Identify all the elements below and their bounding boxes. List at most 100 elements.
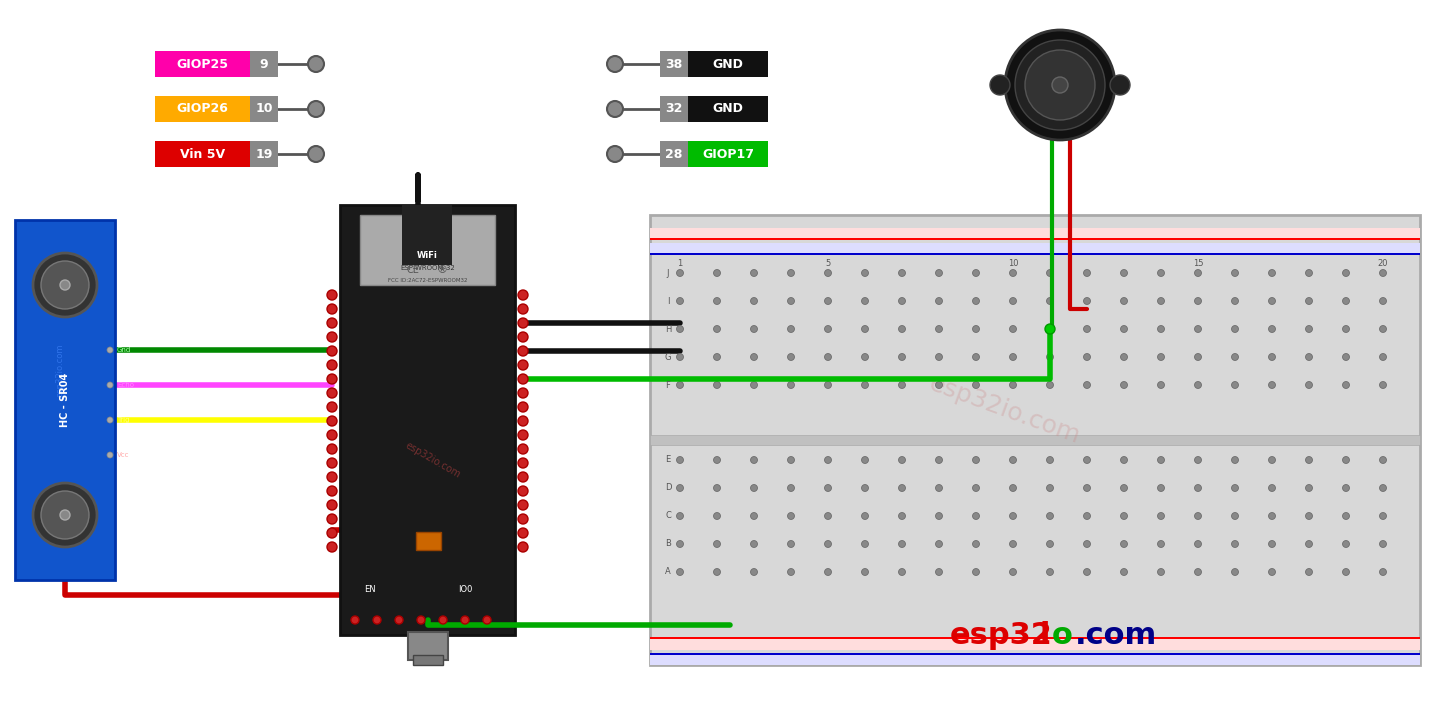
Circle shape xyxy=(972,568,980,575)
Circle shape xyxy=(1231,484,1238,491)
Circle shape xyxy=(1343,568,1350,575)
Circle shape xyxy=(1194,457,1201,464)
Circle shape xyxy=(1157,568,1164,575)
Circle shape xyxy=(1047,381,1054,388)
Circle shape xyxy=(788,270,795,277)
Circle shape xyxy=(861,354,868,361)
Circle shape xyxy=(751,297,758,304)
Text: IO0: IO0 xyxy=(458,585,472,594)
Circle shape xyxy=(1231,297,1238,304)
Circle shape xyxy=(898,270,905,277)
Circle shape xyxy=(1343,354,1350,361)
Text: GIOP25: GIOP25 xyxy=(176,57,229,71)
Circle shape xyxy=(41,261,89,309)
Circle shape xyxy=(825,457,831,464)
Text: FCC ID:2AC72-ESPWROOM32: FCC ID:2AC72-ESPWROOM32 xyxy=(388,277,468,282)
Circle shape xyxy=(327,514,337,524)
Circle shape xyxy=(1194,270,1201,277)
Bar xyxy=(340,205,515,635)
Text: .com: .com xyxy=(1075,621,1157,650)
Circle shape xyxy=(751,541,758,547)
Text: 10: 10 xyxy=(1008,258,1018,268)
Circle shape xyxy=(1010,568,1017,575)
Circle shape xyxy=(935,381,942,388)
Circle shape xyxy=(518,290,528,300)
Circle shape xyxy=(714,513,721,520)
Circle shape xyxy=(972,484,980,491)
Bar xyxy=(651,435,1420,445)
Circle shape xyxy=(439,616,448,624)
Circle shape xyxy=(1194,354,1201,361)
Bar xyxy=(688,51,768,77)
Circle shape xyxy=(1047,484,1054,491)
Circle shape xyxy=(898,354,905,361)
Circle shape xyxy=(825,541,831,547)
Circle shape xyxy=(935,513,942,520)
Bar xyxy=(360,215,495,285)
Text: E: E xyxy=(665,455,671,465)
Text: esp32io.com: esp32io.com xyxy=(56,343,64,397)
Circle shape xyxy=(1010,325,1017,333)
Circle shape xyxy=(935,270,942,277)
Circle shape xyxy=(1121,381,1127,388)
Circle shape xyxy=(972,325,980,333)
Text: J: J xyxy=(666,268,669,277)
Circle shape xyxy=(1157,513,1164,520)
Circle shape xyxy=(861,457,868,464)
Circle shape xyxy=(1047,541,1054,547)
Circle shape xyxy=(1268,513,1276,520)
Circle shape xyxy=(714,297,721,304)
Circle shape xyxy=(1306,354,1313,361)
Circle shape xyxy=(714,354,721,361)
Text: Trig: Trig xyxy=(117,417,130,423)
Circle shape xyxy=(1231,354,1238,361)
Text: CE: CE xyxy=(406,265,419,275)
Circle shape xyxy=(1084,381,1091,388)
Circle shape xyxy=(327,374,337,384)
Circle shape xyxy=(1015,40,1105,130)
Circle shape xyxy=(60,510,70,520)
Bar xyxy=(250,51,277,77)
Circle shape xyxy=(1157,541,1164,547)
Circle shape xyxy=(990,75,1010,95)
Circle shape xyxy=(1157,354,1164,361)
Text: GND: GND xyxy=(712,57,744,71)
Circle shape xyxy=(107,382,113,388)
Circle shape xyxy=(1084,568,1091,575)
Circle shape xyxy=(1306,270,1313,277)
Circle shape xyxy=(935,484,942,491)
Circle shape xyxy=(714,381,721,388)
Circle shape xyxy=(751,325,758,333)
Bar xyxy=(651,253,1420,255)
Circle shape xyxy=(518,332,528,342)
Circle shape xyxy=(327,500,337,510)
Circle shape xyxy=(1306,381,1313,388)
Circle shape xyxy=(972,457,980,464)
Circle shape xyxy=(606,146,623,162)
Circle shape xyxy=(395,616,403,624)
Circle shape xyxy=(972,381,980,388)
Circle shape xyxy=(676,270,684,277)
Text: 38: 38 xyxy=(665,57,682,71)
Circle shape xyxy=(1343,484,1350,491)
Circle shape xyxy=(825,325,831,333)
Circle shape xyxy=(518,458,528,468)
Circle shape xyxy=(751,354,758,361)
Circle shape xyxy=(518,528,528,538)
Circle shape xyxy=(33,253,97,317)
Circle shape xyxy=(327,444,337,454)
Circle shape xyxy=(676,457,684,464)
Circle shape xyxy=(788,381,795,388)
Text: 10: 10 xyxy=(255,102,273,116)
Bar xyxy=(154,96,250,122)
Text: A: A xyxy=(665,568,671,577)
Circle shape xyxy=(327,290,337,300)
Circle shape xyxy=(518,430,528,440)
Circle shape xyxy=(1121,270,1127,277)
Circle shape xyxy=(1231,270,1238,277)
Text: EN: EN xyxy=(365,585,376,594)
Text: D: D xyxy=(665,484,671,493)
Circle shape xyxy=(1343,325,1350,333)
Bar xyxy=(412,655,442,665)
Circle shape xyxy=(518,402,528,412)
